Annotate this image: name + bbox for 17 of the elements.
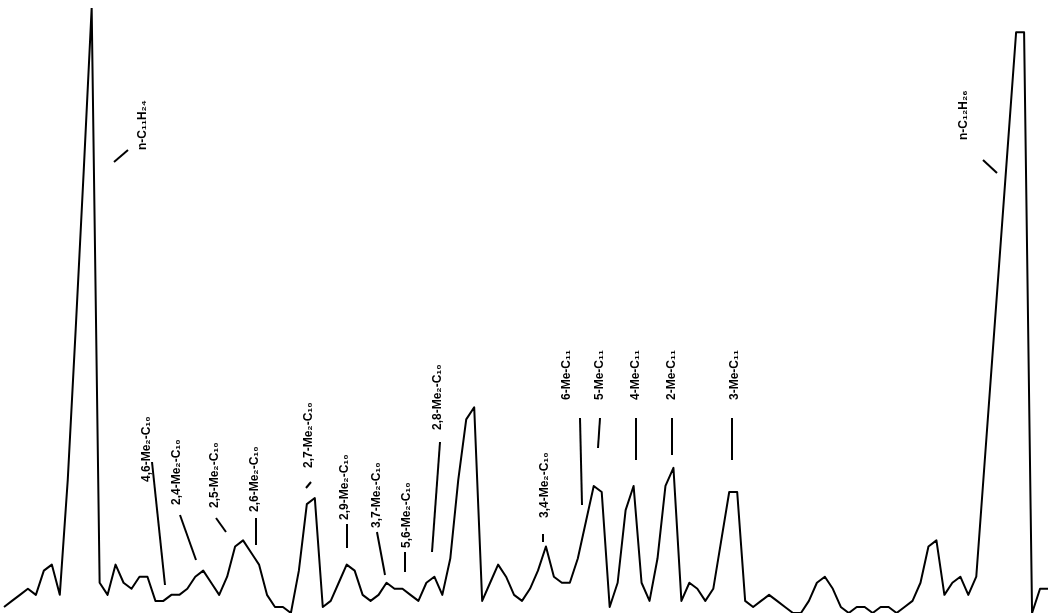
annotation: n-C₁₂H₂₆ <box>956 90 970 140</box>
annotation: 3,7-Me₂-C₁₀ <box>369 462 383 528</box>
annotation: 2,7-Me₂-C₁₀ <box>301 402 315 468</box>
annotation: 5-Me-C₁₁ <box>592 350 606 400</box>
annotation: 6-Me-C₁₁ <box>559 350 573 400</box>
annotation: 3-Me-C₁₁ <box>727 350 741 400</box>
annotation: 4,6-Me₂-C₁₀ <box>139 416 153 482</box>
annotation: 2-Me-C₁₁ <box>664 350 678 400</box>
annotation: 2,8-Me₂-C₁₀ <box>430 364 444 430</box>
annotation: 2,5-Me₂-C₁₀ <box>207 442 221 508</box>
annotation: n-C₁₁H₂₄ <box>135 100 149 150</box>
annotation: 2,9-Me₂-C₁₀ <box>337 454 351 520</box>
annotation: 5,6-Me₂-C₁₀ <box>399 482 413 548</box>
annotation: 3,4-Me₂-C₁₀ <box>537 452 551 518</box>
annotation: 4-Me-C₁₁ <box>628 350 642 400</box>
annotation: 2,6-Me₂-C₁₀ <box>247 446 261 512</box>
annotation: 2,4-Me₂-C₁₀ <box>169 439 183 505</box>
